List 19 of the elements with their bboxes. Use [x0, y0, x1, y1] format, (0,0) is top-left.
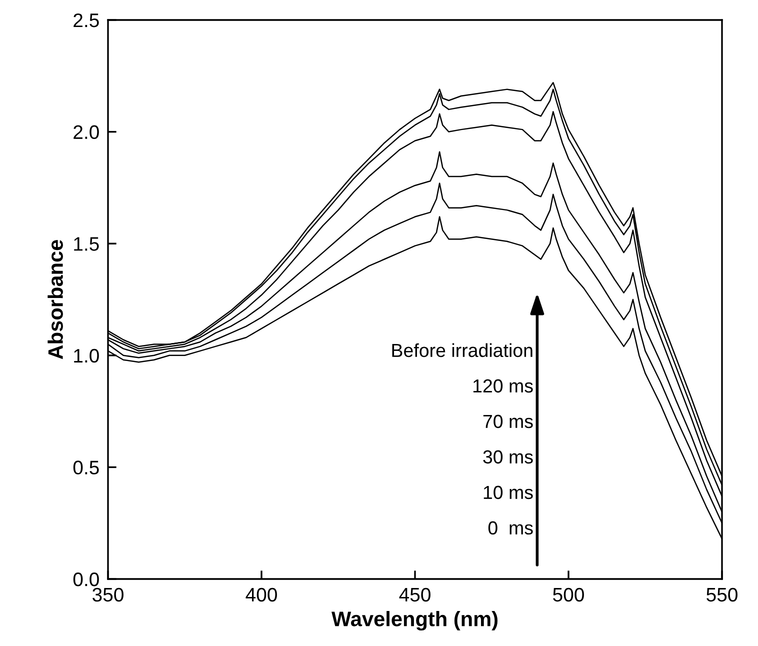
annotation: 120 ms: [473, 379, 533, 393]
y-tick-label: 0.0: [73, 572, 99, 586]
x-tick-label: 500: [553, 588, 584, 602]
x-tick-label: 350: [92, 588, 124, 602]
x-tick-label: 450: [399, 588, 430, 602]
x-tick-label: 550: [706, 588, 738, 602]
y-tick-label: 1.5: [74, 237, 99, 251]
annotation: 10 ms: [484, 486, 533, 500]
x-axis-title: Wavelength (nm): [332, 611, 498, 631]
y-tick-label: 2.5: [74, 13, 99, 28]
annotation: 70 ms: [483, 414, 533, 428]
y-axis-title: Absorbance: [48, 240, 63, 360]
annotation: 0 ms: [488, 521, 533, 535]
y-tick-label: 2.0: [74, 125, 99, 140]
y-tick-label: 0.5: [73, 460, 99, 474]
y-tick-label: 1.0: [74, 348, 99, 363]
x-tick-label: 400: [246, 588, 277, 602]
annotation: 30 ms: [483, 450, 533, 464]
annotation: Before irradiation: [392, 343, 532, 358]
